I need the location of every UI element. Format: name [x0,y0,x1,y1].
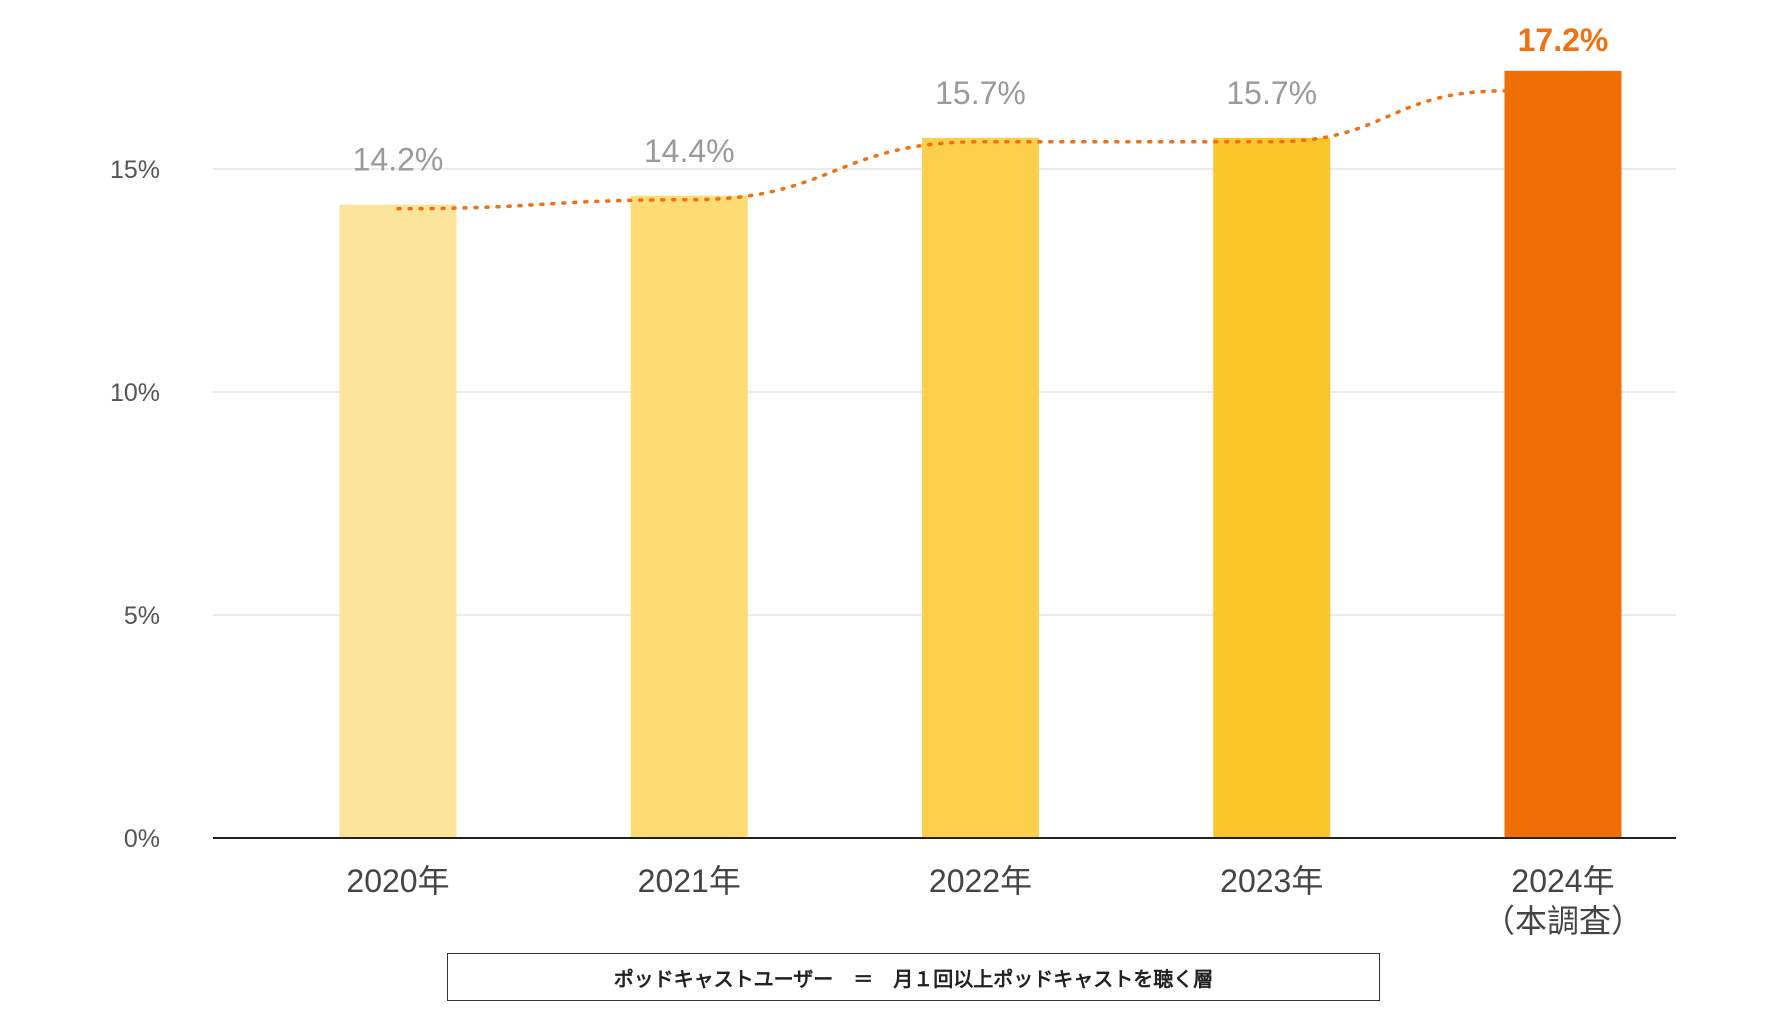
data-label: 17.2% [1518,22,1609,58]
data-label: 14.2% [353,142,444,178]
x-category-label: 2021年 [638,863,741,899]
trend-line-layer [396,89,1507,211]
y-tick-label: 10% [110,379,160,407]
y-tick-label: 5% [124,602,160,630]
definition-note-text: ポッドキャストユーザー ＝ 月１回以上ポッドキャストを聴く層 [613,968,1214,991]
bar [339,204,457,838]
x-category-label: （本調査） [1483,903,1643,939]
bar [1504,70,1622,838]
bar [922,137,1039,838]
y-axis-ticks: 0% 5% 10% 15% [110,156,160,853]
definition-note: ポッドキャストユーザー ＝ 月１回以上ポッドキャストを聴く層 [447,953,1380,1001]
x-axis-categories: 2020年 2021年 2022年 2023年 2024年 （本調査） [346,863,1643,939]
x-category-label: 2023年 [1220,863,1323,899]
bar [630,195,748,838]
trend-line [396,89,1507,211]
data-label: 14.4% [644,133,735,169]
y-tick-label: 15% [110,156,160,184]
bars [339,70,1622,838]
x-category-label: 2022年 [929,863,1032,899]
bar [1213,137,1331,838]
x-category-label: 2024年 [1511,863,1614,899]
data-label: 15.7% [1226,75,1317,111]
x-category-label: 2020年 [346,863,449,899]
y-tick-label: 0% [124,825,160,853]
data-labels: 14.2% 14.4% 15.7% 15.7% 17.2% [353,22,1609,178]
data-label: 15.7% [935,75,1026,111]
